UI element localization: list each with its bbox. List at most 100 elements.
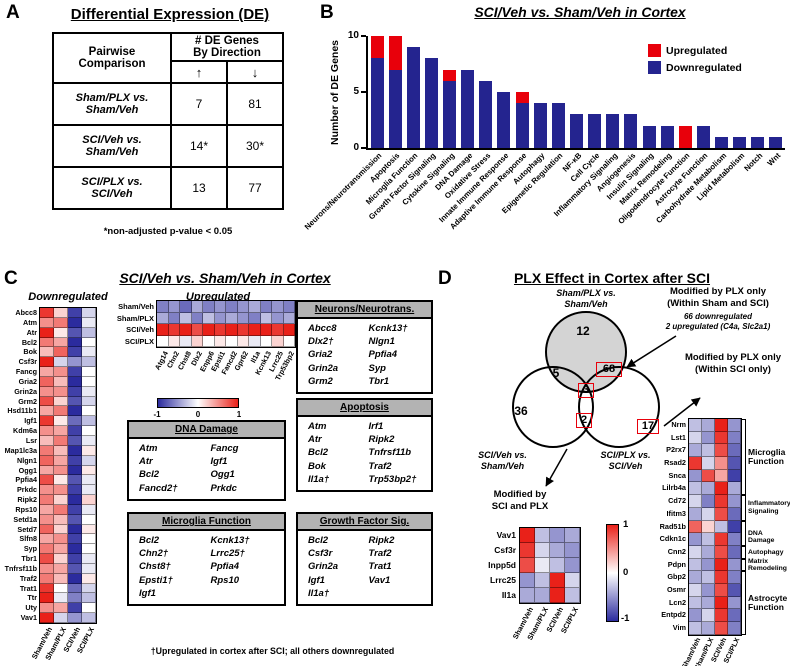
panel-c-title: SCI/Veh vs. Sham/Veh in Cortex	[119, 270, 331, 286]
gene-name: Trat1	[368, 561, 392, 573]
heatmap-cell	[689, 520, 702, 534]
heatmap-row-label: Grin2a	[14, 386, 37, 396]
heatmap-cell	[157, 301, 169, 313]
gene-box-column: Kcnk13† Lrrc25† Ppfia4 Rps10	[211, 534, 283, 600]
heatmap-cell	[40, 563, 54, 574]
heatmap-row-label: Csf3r	[494, 545, 516, 555]
venn-label-right: SCI/PLX vs. SCI/Veh	[600, 450, 651, 471]
downregulated-heatmap	[39, 307, 97, 624]
heatmap-cell	[272, 301, 284, 313]
gene-name: Igf1	[308, 574, 325, 586]
heatmap-cell	[54, 563, 68, 574]
venn-label-left: SCI/Veh vs. Sham/Veh	[478, 450, 527, 471]
bar-segment-downregulated	[497, 92, 511, 148]
legend-item-downregulated: Downregulated	[648, 61, 742, 74]
heatmap-cell	[54, 416, 68, 427]
bar-segment-downregulated	[533, 103, 547, 148]
heatmap-row-label: Vav1	[20, 613, 37, 623]
heatmap-cell	[249, 301, 261, 313]
heatmap-cell	[689, 622, 702, 635]
heatmap-row	[40, 416, 96, 427]
gene-name: Tbr1	[368, 375, 390, 387]
heatmap-cell	[54, 435, 68, 446]
heatmap-cell	[68, 514, 82, 525]
heatmap-cell	[40, 416, 54, 427]
bar-segment-downregulated	[570, 114, 583, 148]
heatmap-cell	[715, 495, 728, 508]
heatmap-cell	[203, 324, 215, 336]
heatmap-row	[40, 475, 96, 486]
gene-name: Vav1	[368, 574, 391, 586]
heatmap-cell	[82, 573, 96, 584]
category-label: Matrix Remodeling	[748, 557, 787, 573]
heatmap-row	[40, 563, 96, 574]
chart-legend: Upregulated Downregulated	[648, 44, 742, 78]
heatmap-row-label: Grm2	[18, 396, 37, 406]
heatmap-cell	[728, 520, 741, 534]
bar-segment-upregulated	[370, 36, 384, 59]
heatmap-cell	[82, 544, 96, 555]
gene-name: Traf2	[368, 460, 392, 472]
heatmap-cell	[715, 571, 728, 584]
gene-name: Bcl2	[308, 447, 329, 459]
gene-box-title: Microglia Function	[129, 514, 284, 531]
heatmap-cell	[715, 533, 728, 546]
heatmap-row-label: Gbp2	[667, 572, 686, 582]
heatmap-cell	[68, 455, 82, 466]
bar-segment-downregulated	[715, 136, 729, 148]
heatmap-cell	[180, 301, 192, 313]
heatmap-row-label: Lcn2	[668, 597, 686, 607]
heatmap-cell	[68, 327, 82, 338]
bar-segment-downregulated	[515, 103, 529, 148]
legend-swatch-downregulated-icon	[648, 61, 661, 74]
heatmap-cell	[82, 495, 96, 505]
gene-name: Atm	[139, 443, 158, 454]
category-bracket	[742, 571, 746, 635]
gene-name: Prkdc	[210, 482, 237, 494]
gene-name: Lrrc25†	[210, 548, 245, 560]
heatmap-cell	[40, 426, 54, 436]
heatmap-cell	[82, 445, 96, 456]
heatmap-row	[40, 534, 96, 545]
heatmap-cell	[82, 308, 96, 318]
heatmap-row	[40, 308, 96, 318]
gene-box-title: Growth Factor Sig.	[298, 514, 431, 531]
heatmap-cell	[535, 558, 550, 573]
gene-box-title: Neurons/Neurotrans.	[298, 302, 431, 319]
heatmap-cell	[535, 543, 550, 558]
bar-segment-downregulated	[424, 58, 438, 148]
heatmap-cell	[715, 457, 728, 470]
heatmap-row-label: Vav1	[496, 530, 516, 540]
heatmap-row	[520, 528, 580, 543]
heatmap-row-label: Syp	[23, 544, 37, 554]
heatmap-cell	[68, 544, 82, 555]
y-axis-tick	[361, 147, 366, 149]
heatmap-row	[40, 376, 96, 387]
heatmap-cell	[82, 406, 96, 417]
down-arrow-icon: ↓	[226, 60, 284, 84]
heatmap-cell	[40, 534, 54, 545]
heatmap-cell	[520, 528, 535, 543]
category-bracket	[742, 520, 746, 546]
heatmap-row	[40, 465, 96, 476]
heatmap-cell	[40, 465, 54, 476]
bar-segment-downregulated	[660, 125, 674, 148]
small-heatmap-gene-labels: Vav1 Csf3r Inpp5d Lrrc25 Il1a	[452, 528, 516, 603]
heatmap-cell	[82, 435, 96, 446]
heatmap-row	[689, 507, 741, 521]
colorbar-tick-max: 1	[623, 519, 629, 530]
heatmap-row-label: Setd1a	[13, 514, 37, 524]
heatmap-cell	[702, 609, 715, 622]
heatmap-row-label: Igf1	[24, 416, 37, 426]
heatmap-row	[40, 435, 96, 446]
panel-b-title: SCI/Veh vs. Sham/Veh in Cortex	[474, 4, 686, 20]
heatmap-cell	[702, 520, 715, 534]
bar-segment-downregulated	[769, 136, 783, 148]
heatmap-cell	[54, 426, 68, 436]
heatmap-cell	[715, 622, 728, 635]
gene-name: Nlgn1	[368, 336, 395, 348]
heatmap-row-label: Sham/PLX	[116, 313, 154, 323]
heatmap-cell	[260, 324, 272, 336]
category-label: Inflammatory Signaling	[748, 500, 790, 515]
